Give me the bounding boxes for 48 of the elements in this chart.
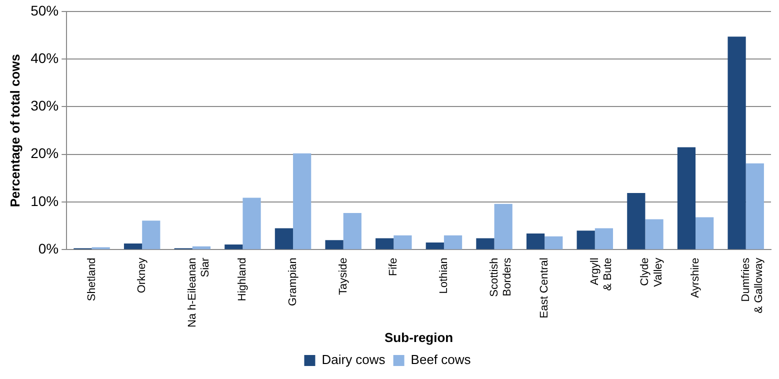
y-axis-title: Percentage of total cows <box>7 54 22 208</box>
x-tick-label: Na h-Eileanan Siar <box>186 257 212 328</box>
bar <box>544 236 563 250</box>
bar <box>394 235 412 250</box>
bar <box>728 36 746 250</box>
y-tick-label: 50% <box>30 2 59 18</box>
bar <box>325 240 344 250</box>
bar <box>124 243 142 250</box>
y-tick-label: 10% <box>30 192 59 209</box>
y-tick-label: 30% <box>30 98 59 114</box>
y-tick-label: 40% <box>30 50 59 66</box>
bar <box>274 228 294 250</box>
bar <box>343 212 362 250</box>
x-tick-label: Fife <box>388 258 400 276</box>
bar <box>576 230 595 250</box>
bar <box>444 235 462 250</box>
x-tick-label: Lothian <box>438 258 450 294</box>
y-tick-label: 0% <box>38 240 59 257</box>
legend-label: Beef cows <box>410 352 472 368</box>
legend-label: Dairy cows <box>322 352 386 368</box>
bar <box>224 244 243 250</box>
x-tick-label: Grampian <box>287 258 300 306</box>
bar <box>242 198 261 250</box>
y-tick-label: 20% <box>30 145 59 162</box>
bar <box>746 163 764 250</box>
x-tick-label: Argyll & Bute <box>588 258 614 291</box>
bar <box>142 220 160 250</box>
bar <box>494 204 512 250</box>
x-tick-label: Clyde Valley <box>639 257 664 287</box>
x-tick-label: East Central <box>538 258 551 318</box>
x-tick-label: Highland <box>236 258 249 302</box>
x-tick-label: Scottish Borders <box>488 257 514 297</box>
x-axis-title: Sub-region <box>384 330 454 345</box>
bar <box>594 228 614 250</box>
x-tick-label: Shetland <box>86 258 98 302</box>
bar <box>645 219 664 250</box>
bar <box>426 242 444 250</box>
x-tick-label: Tayside <box>337 258 350 295</box>
bar <box>627 192 646 250</box>
bar <box>696 217 714 250</box>
x-tick-label: Ayrshire <box>690 258 702 298</box>
x-tick-label: Dumfries & Galloway <box>740 257 766 314</box>
bar <box>376 238 394 250</box>
bar <box>526 233 545 250</box>
x-tick-label: Orkney <box>136 257 148 294</box>
bar <box>677 147 696 250</box>
bar <box>476 238 494 250</box>
bar <box>293 153 312 250</box>
